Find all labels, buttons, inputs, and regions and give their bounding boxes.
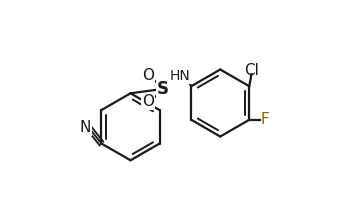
Text: F: F [260,112,269,127]
Text: S: S [157,80,169,98]
Text: Cl: Cl [244,63,259,78]
Text: O: O [142,94,154,110]
Text: O: O [142,69,154,83]
Text: N: N [79,120,91,135]
Text: HN: HN [170,69,190,83]
